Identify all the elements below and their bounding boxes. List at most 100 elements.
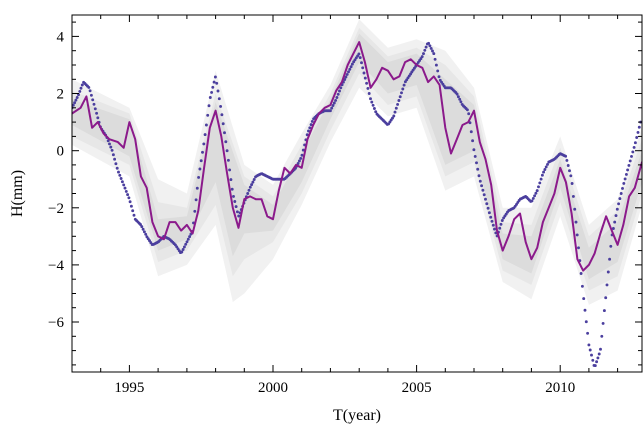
observed-point <box>546 162 549 166</box>
observed-point <box>73 101 77 105</box>
observed-point <box>88 89 92 93</box>
observed-point <box>632 145 636 149</box>
observed-point <box>339 86 343 90</box>
observed-point <box>300 153 304 157</box>
observed-point <box>584 320 588 324</box>
observed-point <box>367 92 371 95</box>
observed-point <box>424 45 428 49</box>
observed-point <box>75 96 79 99</box>
observed-point <box>307 129 310 133</box>
observed-point <box>199 159 203 163</box>
observed-point <box>608 257 612 261</box>
observed-point <box>530 199 534 203</box>
observed-point <box>611 227 615 230</box>
observed-point <box>391 116 394 120</box>
observed-point <box>573 207 577 211</box>
observed-point <box>534 191 538 195</box>
x-tick-label: 1995 <box>114 380 144 396</box>
observed-point <box>115 166 119 170</box>
observed-point <box>223 131 226 135</box>
observed-point <box>437 75 441 79</box>
observed-point <box>74 98 78 102</box>
observed-point <box>232 194 235 198</box>
observed-point <box>564 154 568 158</box>
observed-point <box>362 71 366 75</box>
y-axis-ticks: −6 −4 −2 0 2 4 <box>48 21 642 366</box>
observed-point <box>332 101 336 105</box>
observed-point <box>397 99 401 102</box>
x-tick-label: 2005 <box>402 380 432 396</box>
observed-point <box>478 179 482 183</box>
observed-point <box>142 230 146 234</box>
observed-point <box>498 226 502 230</box>
observed-point <box>487 211 491 215</box>
observed-point <box>211 85 215 89</box>
observed-point <box>128 200 132 204</box>
observed-point <box>233 200 237 203</box>
observed-point <box>539 177 543 181</box>
observed-point <box>543 168 547 171</box>
observed-point <box>477 174 481 178</box>
observed-point <box>365 81 369 85</box>
y-tick-label: 2 <box>57 87 65 103</box>
observed-point <box>141 227 145 231</box>
observed-point <box>394 106 398 110</box>
observed-point <box>631 150 635 154</box>
observed-point <box>595 360 599 364</box>
observed-point <box>621 186 624 190</box>
observed-point <box>600 334 604 338</box>
observed-point <box>428 44 432 48</box>
observed-point <box>108 142 111 146</box>
observed-point <box>619 192 623 195</box>
y-tick-label: −4 <box>48 258 64 274</box>
observed-point <box>531 196 535 200</box>
observed-point <box>224 140 228 144</box>
observed-point <box>606 270 610 274</box>
observed-point <box>596 356 600 360</box>
observed-point <box>213 75 217 79</box>
observed-point <box>347 70 350 74</box>
observed-point <box>566 164 570 167</box>
observed-point <box>348 67 352 71</box>
observed-point <box>204 123 208 127</box>
observed-point <box>422 52 425 56</box>
observed-point <box>402 83 406 87</box>
observed-point <box>605 283 609 287</box>
observed-point <box>120 180 124 184</box>
observed-point <box>207 104 211 108</box>
observed-point <box>310 119 314 123</box>
observed-point <box>570 182 574 185</box>
observed-point <box>372 107 376 110</box>
observed-point <box>250 183 254 187</box>
observed-point <box>123 186 127 190</box>
observed-point <box>185 240 189 244</box>
observed-point <box>109 145 113 149</box>
observed-point <box>180 250 184 254</box>
observed-point <box>432 52 436 56</box>
observed-point <box>636 130 640 134</box>
observed-point <box>456 95 460 99</box>
observed-point <box>79 86 83 90</box>
observed-point <box>486 206 490 210</box>
observed-point <box>396 102 400 106</box>
observed-point <box>345 72 349 76</box>
model-series <box>72 41 642 272</box>
observed-point <box>472 148 476 152</box>
observed-point <box>586 331 590 335</box>
observed-point <box>308 126 312 130</box>
x-tick-label: 2000 <box>258 380 288 396</box>
observed-point <box>491 223 495 227</box>
observed-point <box>624 172 628 176</box>
observed-point <box>194 198 198 202</box>
observed-point <box>235 210 239 214</box>
observed-point <box>622 181 626 185</box>
observed-point <box>252 178 256 181</box>
y-axis-title: H(mm) <box>9 170 26 217</box>
observed-point <box>129 204 133 208</box>
observed-point <box>334 98 338 102</box>
observed-point <box>212 80 216 84</box>
observed-point <box>499 222 503 226</box>
observed-point <box>124 189 128 193</box>
observed-point <box>335 96 339 99</box>
observed-point <box>628 159 632 163</box>
